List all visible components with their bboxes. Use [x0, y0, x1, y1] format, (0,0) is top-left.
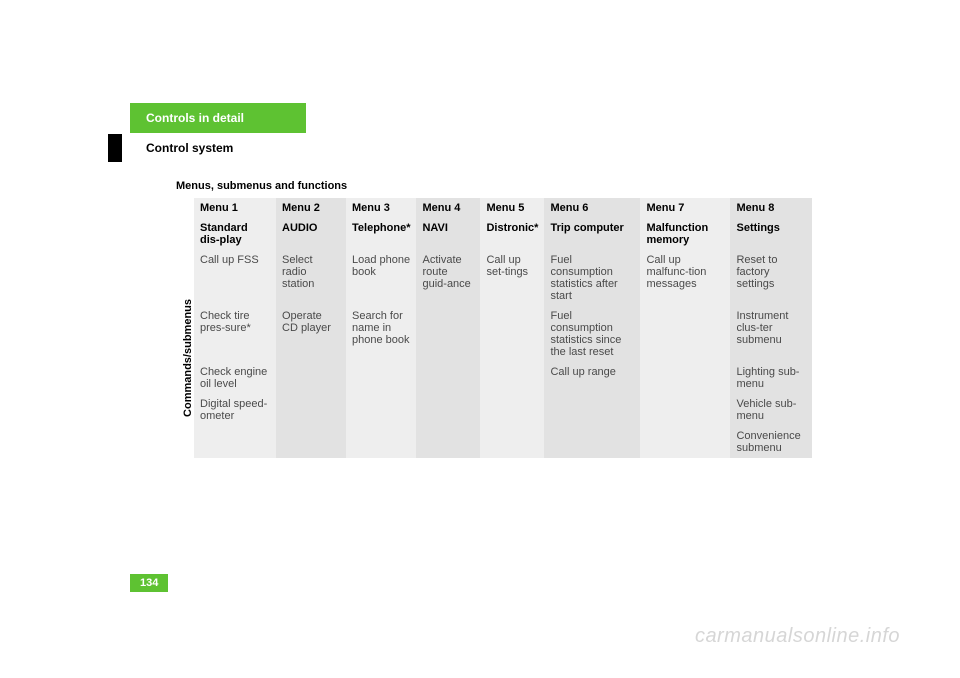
section-title: Menus, submenus and functions [176, 180, 347, 192]
watermark: carmanualsonline.info [695, 625, 900, 648]
table-cell: Operate CD player [276, 306, 346, 362]
table-cell [276, 362, 346, 394]
table-cell: Lighting sub-menu [730, 362, 812, 394]
table-cell: Call up FSS [194, 250, 276, 306]
section-header: Control system [130, 133, 249, 163]
table-cell: Select radio station [276, 250, 346, 306]
table-cell: Check engine oil level [194, 362, 276, 394]
page-number: 134 [130, 574, 168, 592]
table-cell [480, 394, 544, 426]
table-cell [346, 362, 416, 394]
table-header-row: Menu 1Menu 2Menu 3Menu 4Menu 5Menu 6Menu… [194, 198, 812, 218]
table-cell: Activate route guid-ance [416, 250, 480, 306]
table-cell [544, 426, 640, 458]
table-col-header: Menu 2 [276, 198, 346, 218]
table-cell: Vehicle sub-menu [730, 394, 812, 426]
table-cell [276, 394, 346, 426]
table-row: Call up FSSSelect radio stationLoad phon… [194, 250, 812, 306]
table-col-header: Menu 1 [194, 198, 276, 218]
table-col-subheader: AUDIO [276, 218, 346, 250]
table-cell: Convenience submenu [730, 426, 812, 458]
table-col-header: Menu 6 [544, 198, 640, 218]
table-cell: Reset to factory settings [730, 250, 812, 306]
table-cell [416, 426, 480, 458]
table-subheader-row: Standard dis-playAUDIOTelephone*NAVIDist… [194, 218, 812, 250]
table-cell [480, 426, 544, 458]
table-cell [346, 426, 416, 458]
table-cell [544, 394, 640, 426]
menu-table: Menu 1Menu 2Menu 3Menu 4Menu 5Menu 6Menu… [194, 198, 812, 458]
table-cell: Call up range [544, 362, 640, 394]
table-cell: Load phone book [346, 250, 416, 306]
table-cell: Check tire pres-sure* [194, 306, 276, 362]
table-cell [640, 306, 730, 362]
menu-table-container: Commands/submenus Menu 1Menu 2Menu 3Menu… [176, 198, 812, 458]
table-cell [640, 394, 730, 426]
table-cell: Call up set-tings [480, 250, 544, 306]
table-col-header: Menu 8 [730, 198, 812, 218]
table-cell [640, 426, 730, 458]
table-cell [416, 394, 480, 426]
section-marker [108, 134, 122, 162]
page-header: Controls in detail Control system [130, 103, 306, 163]
table-cell [480, 306, 544, 362]
table-col-subheader: Distronic* [480, 218, 544, 250]
table-cell: Search for name in phone book [346, 306, 416, 362]
table-col-subheader: Malfunction memory [640, 218, 730, 250]
table-col-subheader: Settings [730, 218, 812, 250]
chapter-tab: Controls in detail [130, 103, 306, 133]
table-row: Digital speed-ometer Vehicle sub-menu [194, 394, 812, 426]
table-col-header: Menu 3 [346, 198, 416, 218]
table-col-header: Menu 7 [640, 198, 730, 218]
table-cell [480, 362, 544, 394]
table-col-subheader: NAVI [416, 218, 480, 250]
table-cell [346, 394, 416, 426]
table-col-header: Menu 5 [480, 198, 544, 218]
table-cell: Instrument clus-ter submenu [730, 306, 812, 362]
table-cell [640, 362, 730, 394]
table-row: Convenience submenu [194, 426, 812, 458]
section-header-row: Control system [130, 133, 306, 163]
table-cell [416, 306, 480, 362]
row-group-label: Commands/submenus [176, 299, 194, 417]
table-cell [276, 426, 346, 458]
table-cell: Fuel consumption statistics after start [544, 250, 640, 306]
table-cell: Digital speed-ometer [194, 394, 276, 426]
table-cell: Fuel consumption statistics since the la… [544, 306, 640, 362]
table-col-subheader: Standard dis-play [194, 218, 276, 250]
table-col-header: Menu 4 [416, 198, 480, 218]
table-row: Check engine oil level Call up range Light… [194, 362, 812, 394]
table-cell [416, 362, 480, 394]
table-cell: Call up malfunc-tion messages [640, 250, 730, 306]
table-cell [194, 426, 276, 458]
table-row: Check tire pres-sure*Operate CD playerSe… [194, 306, 812, 362]
table-col-subheader: Trip computer [544, 218, 640, 250]
table-col-subheader: Telephone* [346, 218, 416, 250]
